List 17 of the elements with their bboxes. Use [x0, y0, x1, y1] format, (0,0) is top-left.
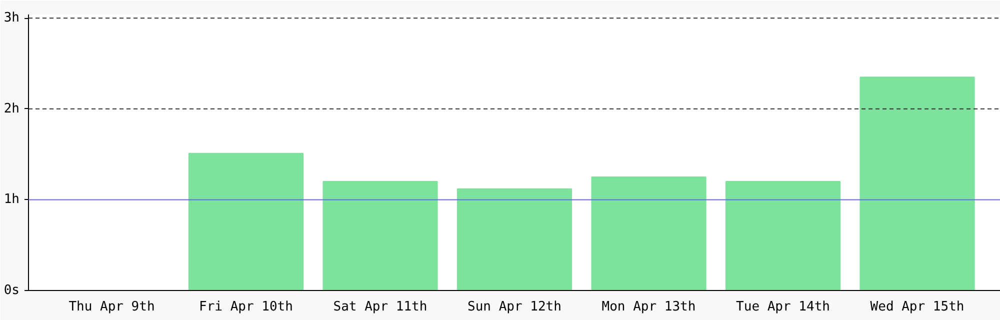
x-tick-label: Sat Apr 11th [333, 300, 428, 314]
x-tick-label: Sun Apr 12th [468, 300, 562, 314]
bar [188, 152, 304, 290]
x-tick-label: Thu Apr 9th [68, 300, 155, 314]
bar [725, 181, 841, 290]
bar [456, 188, 572, 290]
y-tick-label: 1h [4, 192, 20, 208]
x-tick-label: Fri Apr 10th [199, 300, 293, 314]
x-tick-label: Mon Apr 13th [602, 300, 696, 314]
x-tick-label: Wed Apr 15th [870, 300, 964, 314]
y-tick-label: 2h [4, 101, 20, 116]
bar [591, 176, 706, 290]
y-tick-label: 3h [4, 10, 20, 26]
x-tick-label: Tue Apr 14th [736, 300, 830, 314]
bar [322, 181, 438, 290]
y-tick-label: 0s [4, 283, 20, 298]
bar [860, 76, 975, 290]
